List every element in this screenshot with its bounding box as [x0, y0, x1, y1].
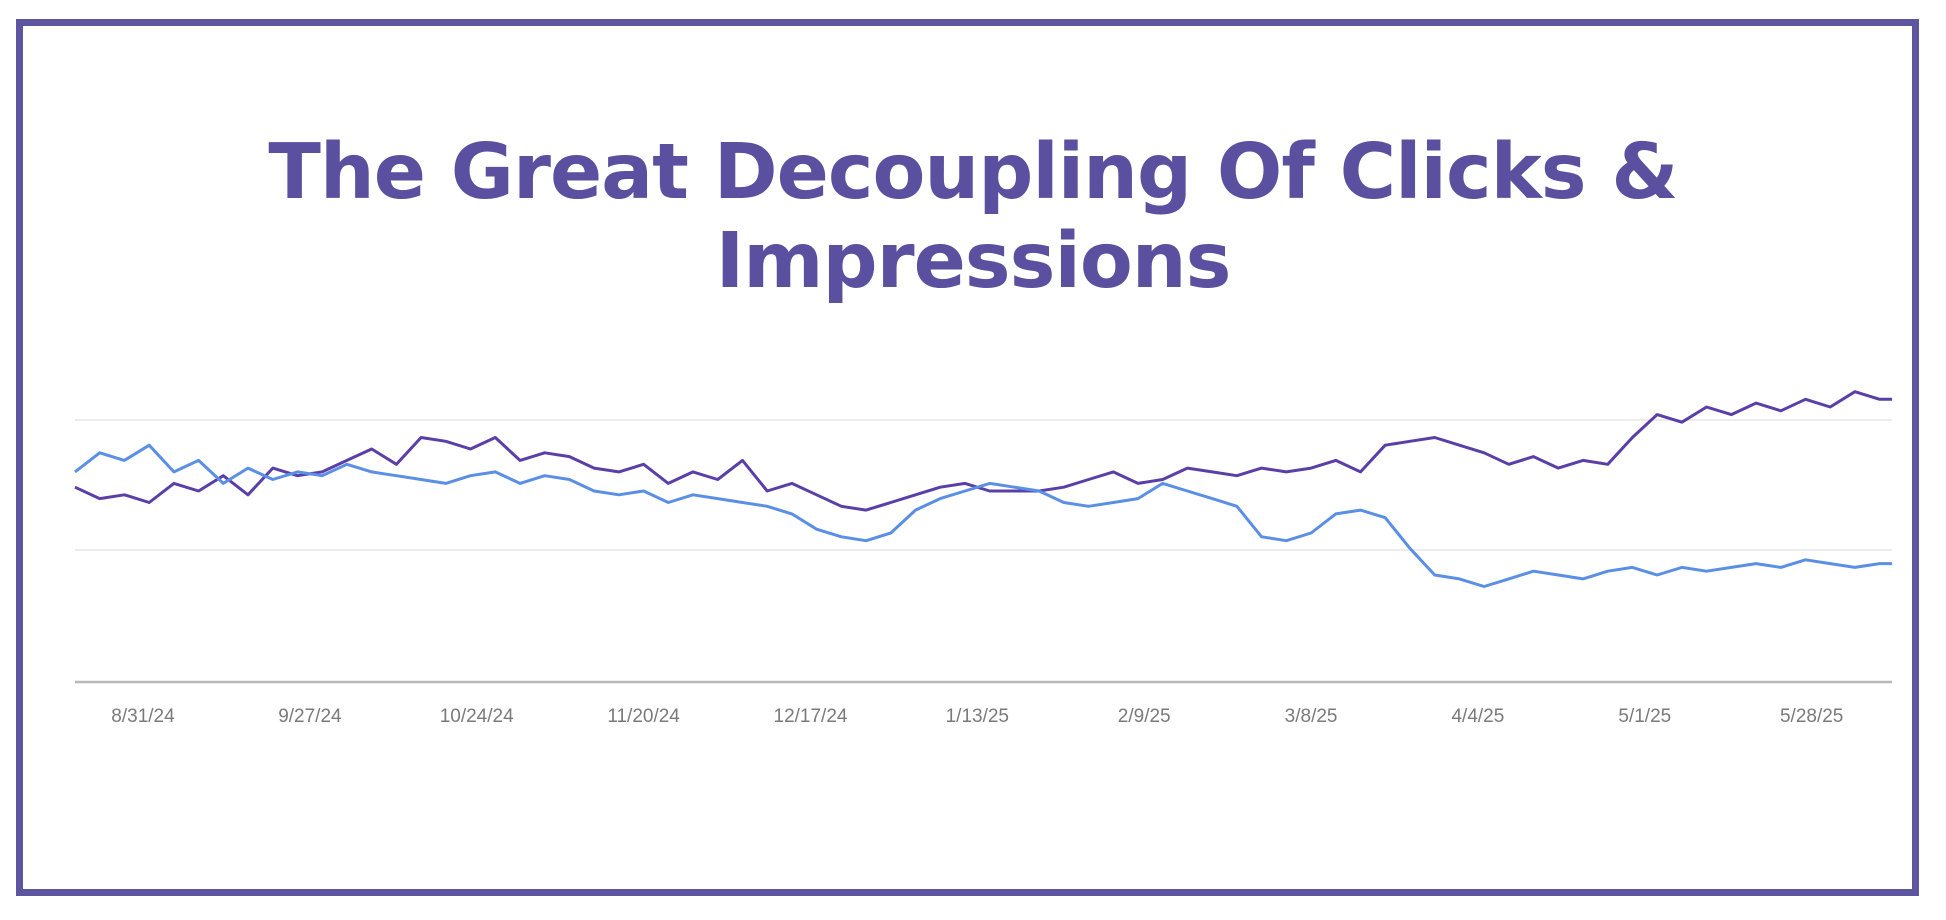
x-tick-label: 8/31/24 [111, 706, 175, 727]
x-tick-label: 5/1/25 [1618, 706, 1671, 727]
x-tick-label: 12/17/24 [774, 706, 848, 727]
x-tick-label: 1/13/25 [946, 706, 1009, 727]
x-tick-label: 2/9/25 [1118, 706, 1171, 727]
x-tick-label: 11/20/24 [607, 706, 680, 727]
x-tick-label: 9/27/24 [278, 706, 342, 727]
x-tick-label: 3/8/25 [1285, 706, 1338, 727]
series-line-1 [74, 390, 1892, 512]
chart-title: The Great Decoupling Of Clicks & Impress… [268, 128, 1678, 306]
x-tick-label: 5/28/25 [1780, 706, 1843, 727]
x-tick-label: 10/24/24 [440, 706, 514, 727]
chart-frame [16, 19, 1919, 896]
x-tick-label: 4/4/25 [1451, 706, 1504, 727]
series-line-2 [74, 443, 1892, 588]
